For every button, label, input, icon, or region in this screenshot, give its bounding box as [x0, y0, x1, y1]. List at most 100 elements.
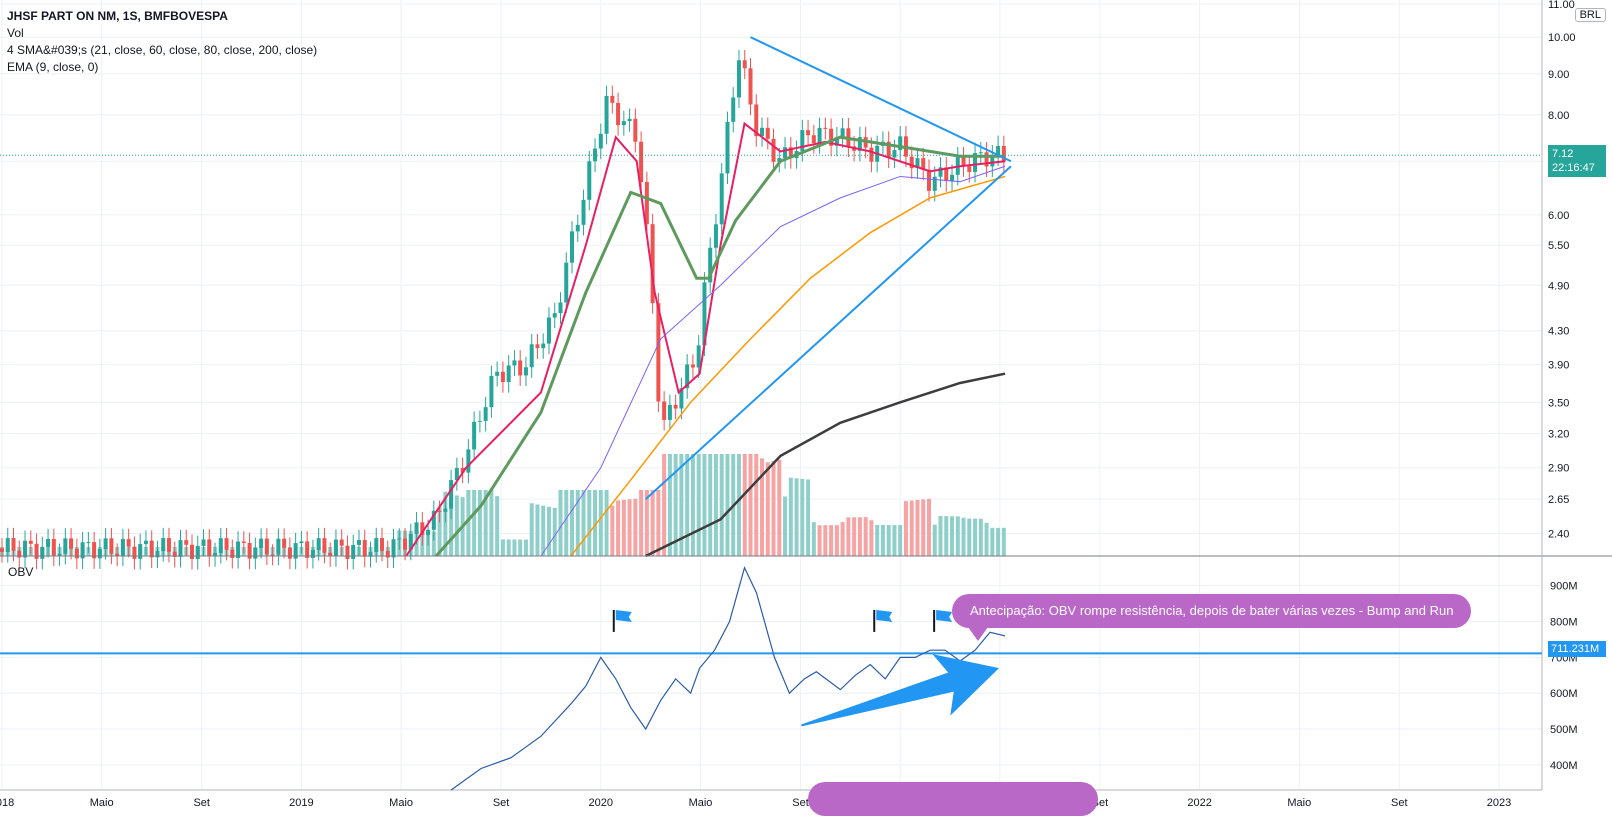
volume-bar: [932, 524, 937, 556]
candle-body: [80, 542, 85, 559]
volume-bar: [863, 517, 868, 556]
candle-body: [207, 539, 212, 557]
candle-body: [230, 549, 235, 558]
volume-bar: [754, 454, 759, 556]
candle-body: [264, 538, 269, 555]
candle-body: [466, 449, 471, 473]
volume-bar: [598, 490, 603, 556]
price-tick-label: 3.50: [1548, 397, 1569, 409]
annotation-callout[interactable]: Antecipação: OBV rompe resistência, depo…: [952, 594, 1472, 628]
volume-legend[interactable]: Vol: [7, 26, 24, 40]
candle-body: [621, 121, 626, 126]
volume-bar: [996, 527, 1001, 556]
candle-body: [990, 155, 995, 167]
obv-tick-label: 800M: [1550, 617, 1578, 629]
candle-body: [92, 542, 97, 559]
candle-body: [316, 538, 321, 550]
candle-body: [259, 538, 264, 548]
volume-bar: [610, 505, 615, 556]
volume-bar: [783, 496, 788, 556]
candle-body: [310, 549, 315, 558]
volume-bar: [806, 479, 811, 556]
volume-bar: [748, 454, 753, 556]
candle-body: [598, 133, 603, 149]
candle-body: [984, 152, 989, 167]
candle-body: [639, 141, 644, 183]
volume-bar: [437, 506, 442, 556]
candle-body: [564, 262, 569, 303]
candle-body: [909, 156, 914, 169]
candle-body: [5, 538, 10, 553]
volume-bar: [777, 459, 782, 556]
candle-body: [892, 150, 897, 158]
candle-body: [944, 167, 949, 182]
symbol-title[interactable]: JHSF PART ON NM, 1S, BMFBOVESPA: [7, 9, 228, 23]
currency-badge[interactable]: BRL: [1574, 8, 1606, 22]
obv-tick-label: 900M: [1550, 581, 1578, 593]
volume-bar: [909, 500, 914, 556]
price-tick-label: 4.90: [1548, 280, 1569, 292]
volume-bar: [616, 500, 621, 556]
price-tick-label: 4.30: [1548, 326, 1569, 338]
candle-body: [414, 522, 419, 534]
volume-bar: [719, 454, 724, 556]
candle-body: [736, 60, 741, 98]
candle-body: [408, 533, 413, 550]
candle-body: [253, 547, 258, 559]
annotation-callout-partial[interactable]: [808, 782, 1098, 816]
obv-pane-label[interactable]: OBV: [8, 565, 34, 579]
volume-bar: [811, 522, 816, 556]
candle-body: [449, 480, 454, 509]
candle-body: [500, 371, 505, 383]
candle-body: [17, 550, 22, 558]
volume-bar: [834, 525, 839, 556]
sma-legend[interactable]: 4 SMA&#039;s (21, close, 60, close, 80, …: [7, 43, 318, 57]
candle-body: [190, 544, 195, 559]
obv-line: [450, 566, 1006, 791]
price-tick-label: 2.90: [1548, 463, 1569, 475]
volume-bar: [713, 454, 718, 556]
volume-bar: [541, 505, 546, 556]
volume-bar: [535, 504, 540, 556]
candle-body: [713, 224, 718, 248]
candle-body: [829, 128, 834, 146]
candle-body: [420, 522, 425, 536]
candle-body: [345, 545, 350, 559]
volume-bar: [477, 490, 482, 556]
candle-body: [57, 553, 62, 556]
price-tick-label: 11.00: [1548, 0, 1575, 11]
volume-bar: [500, 539, 505, 556]
candle-body: [472, 421, 477, 450]
candle-body: [679, 388, 684, 409]
time-tick-label: Maio: [90, 797, 114, 809]
volume-bar: [662, 454, 667, 556]
sma-80-line: [570, 175, 1006, 557]
candle-body: [63, 538, 68, 554]
ema-line: [405, 121, 1006, 557]
obv-tick-label: 600M: [1550, 688, 1578, 700]
volume-bar: [794, 478, 799, 556]
candle-body: [932, 176, 937, 191]
candle-body: [806, 130, 811, 136]
volume-bar: [990, 527, 995, 556]
candle-body: [570, 231, 575, 263]
volume-bar: [869, 520, 874, 556]
volume-bar: [639, 490, 644, 556]
volume-bar: [575, 490, 580, 556]
volume-bar: [973, 518, 978, 556]
candle-body: [149, 540, 154, 558]
candle-body: [898, 136, 903, 151]
sma-200-line: [645, 372, 1006, 558]
candle-body: [575, 224, 580, 232]
volume-bar: [984, 522, 989, 556]
volume-bar: [581, 490, 586, 556]
candle-body: [581, 199, 586, 225]
time-tick-label: Set: [493, 797, 510, 809]
candle-body: [950, 174, 955, 182]
volume-bar: [880, 525, 885, 556]
volume-bar: [512, 539, 517, 556]
ema-legend[interactable]: EMA (9, close, 0): [7, 60, 99, 74]
candle-body: [460, 468, 465, 473]
candle-body: [725, 121, 730, 174]
